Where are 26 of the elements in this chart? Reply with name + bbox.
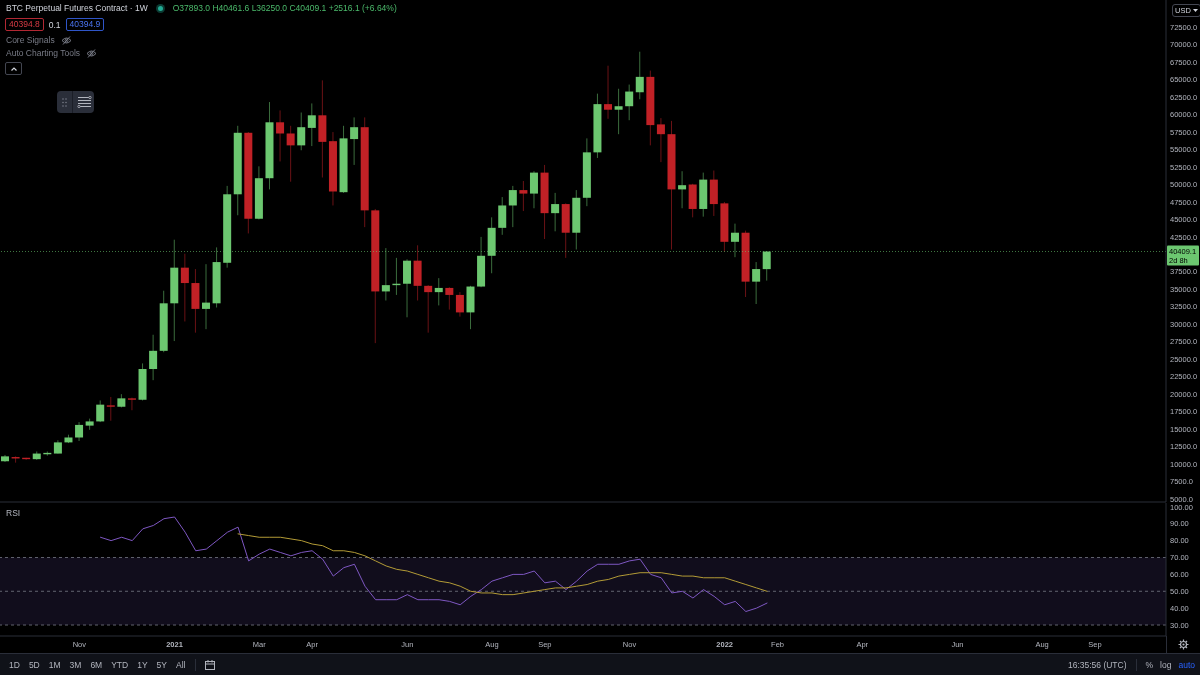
text: 1M [48,659,61,670]
annotation: Auto Charting Tools [6,48,81,58]
annotation: Core Signals [6,35,55,45]
price-box: 40394.8 [5,18,44,31]
price-box: 40394.9 [65,18,105,31]
text: auto [1178,659,1195,670]
text: 6M [90,659,103,670]
text: % [1145,659,1154,670]
text: 1D [9,659,20,670]
line-series [100,516,768,613]
text: YTD [111,659,129,670]
text: 5Y [156,659,167,670]
text: 1Y [137,659,148,670]
line-series [237,533,768,596]
annotation: 0.1 [48,19,61,30]
annotation: O37893.0 H40461.6 L36250.0 C40409.1 +2516.1 (+6.64%) [172,3,397,13]
text: 5D [28,659,40,670]
candlestick [127,397,136,411]
text: 3M [69,659,82,670]
text: All [176,659,186,670]
text: RSI [6,508,21,518]
text: 16:35:56 (UTC) [1067,659,1127,670]
text: log [1160,659,1172,670]
annotation: 40394.8 [9,19,40,29]
annotation: 40394.9 [69,19,101,29]
chart-title: BTC Perpetual Futures Contract · 1W [6,3,148,13]
